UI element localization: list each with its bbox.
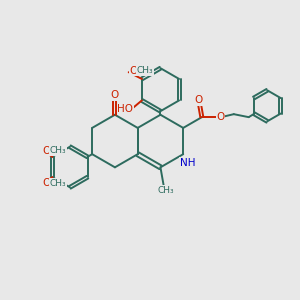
Text: CH₃: CH₃	[137, 66, 153, 75]
Text: O: O	[43, 178, 51, 188]
Text: HO: HO	[117, 103, 133, 114]
Text: NH: NH	[180, 158, 195, 167]
Text: O: O	[129, 66, 137, 76]
Text: CH₃: CH₃	[158, 186, 174, 195]
Text: O: O	[195, 95, 203, 105]
Text: O: O	[111, 90, 119, 100]
Text: CH₃: CH₃	[50, 146, 66, 155]
Text: O: O	[217, 112, 225, 122]
Text: O: O	[43, 146, 51, 156]
Text: CH₃: CH₃	[50, 179, 66, 188]
